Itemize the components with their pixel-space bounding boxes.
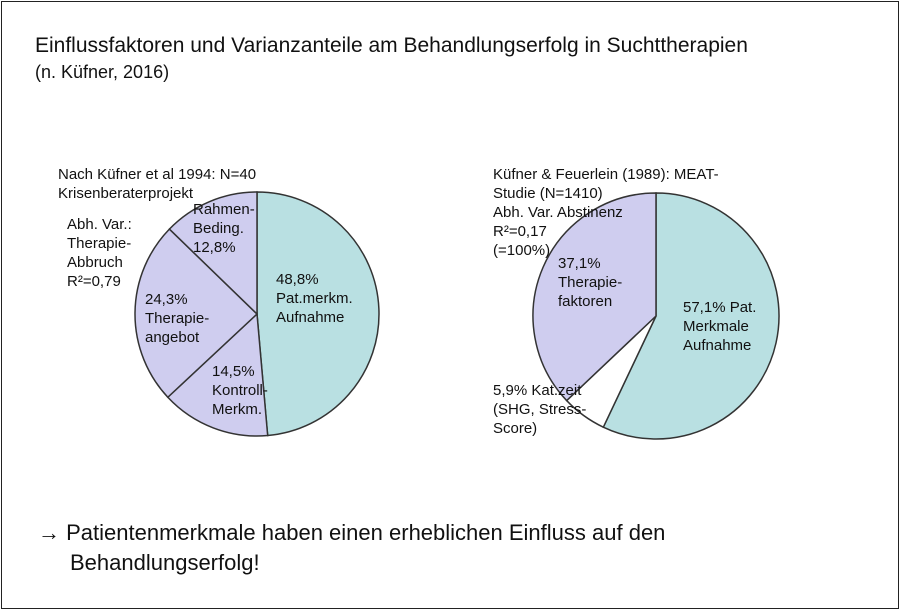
slide-subtitle: (n. Küfner, 2016) [35,62,170,82]
chart1-slice-1 [166,312,269,437]
chart1-note: Abh. Var.: Therapie- Abbruch R²=0,79 [67,216,132,290]
chart1-slice-label-patient: 48,8% Pat.merkm. Aufnahme [276,271,353,326]
arrow-icon: → [38,520,60,545]
chart2-title: Küfner & Feuerlein (1989): MEAT- Studie … [493,166,719,259]
chart2-slice-label-therapy: 37,1% Therapie- faktoren [558,255,623,310]
conclusion-line1: Patientenmerkmale haben einen erhebliche… [66,520,666,545]
chart1-slice-label-therapy: 24,3% Therapie- angebot [145,291,210,346]
chart1-slice-label-setting: Rahmen- Beding. 12,8% [193,201,255,256]
chart1-slice-2 [134,228,259,399]
chart1-slice-3 [168,191,258,316]
chart1-slice-label-control: 14,5% Kontroll- Merkm. [212,363,268,418]
chart2-slice-2 [532,192,657,402]
slide-title: Einflussfaktoren und Varianzanteile am B… [35,34,748,57]
chart1-title: Nach Küfner et al 1994: N=40 Krisenberat… [58,166,257,202]
chart2-slice-label-time: 5,9% Kat.zeit (SHG, Stress- Score) [493,382,587,437]
conclusion: → Patientenmerkmale haben einen erheblic… [38,518,665,578]
chart2-slice-label-patient: 57,1% Pat. Merkmale Aufnahme [683,299,757,354]
chart1-slice-0 [256,191,380,437]
chart2-slice-0 [602,192,780,440]
conclusion-line2: Behandlungserfolg! [70,550,260,575]
